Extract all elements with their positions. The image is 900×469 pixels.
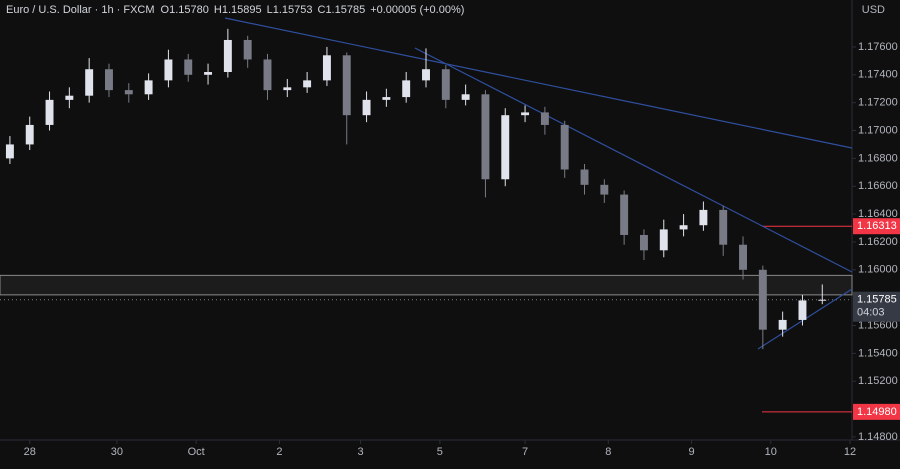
y-tick-label: 1.17200 [858, 97, 898, 109]
ohlc-label: C [317, 4, 325, 16]
candle-body [402, 80, 411, 98]
x-tick-label: 2 [276, 446, 282, 458]
y-tick-label: 1.16800 [858, 152, 898, 164]
countdown: 04:03 [857, 307, 885, 319]
candles [5, 28, 827, 350]
ohlc-label: L [267, 4, 273, 16]
ohlc-value: 1.15753 [273, 4, 313, 16]
candle-body [283, 87, 292, 91]
candle-body [204, 72, 213, 75]
candle-body [659, 229, 668, 251]
ohlc-value: 1.15785 [325, 4, 365, 16]
candle-body [818, 299, 827, 301]
candle-body [501, 115, 510, 180]
candle-body [620, 194, 629, 235]
trend-line [414, 47, 853, 273]
x-tick-label: 5 [437, 446, 443, 458]
candle-body [303, 80, 312, 88]
x-tick-label: 28 [24, 446, 36, 458]
candle-body [778, 319, 787, 330]
x-tick-label: 7 [522, 446, 528, 458]
candle-body [639, 234, 648, 251]
candle-body [699, 209, 708, 226]
candle-body [758, 269, 767, 330]
y-tick-label: 1.16200 [858, 236, 898, 248]
candle-body [481, 94, 490, 180]
candle-body [105, 69, 113, 91]
candle-body [422, 69, 430, 81]
candle-body [521, 112, 530, 116]
last-price-box [853, 291, 900, 322]
y-tick-label: 1.16000 [858, 264, 898, 276]
x-tick-label: 9 [688, 446, 694, 458]
ohlc-value: 1.15780 [169, 4, 209, 16]
price-label: 1.16313 [857, 220, 897, 232]
ohlc-label: O [161, 4, 170, 16]
candle-body [679, 225, 688, 230]
ohlc-value: 1.15895 [222, 4, 262, 16]
y-tick-label: 1.17600 [858, 41, 898, 53]
y-tick-label: 1.15600 [858, 319, 898, 331]
x-tick-label: Oct [188, 446, 205, 458]
x-tick-label: 3 [358, 446, 364, 458]
x-tick-label: 12 [844, 446, 856, 458]
chart-title: Euro / U.S. Dollar · 1h · FXCM [6, 4, 155, 16]
candle-body [45, 99, 54, 125]
y-tick-label: 1.17000 [858, 124, 898, 136]
candle-body [342, 55, 351, 116]
candle-body [322, 55, 331, 81]
x-tick-label: 10 [765, 446, 777, 458]
candle-body [441, 69, 450, 100]
candle-body [65, 95, 74, 100]
y-tick-label: 1.16600 [858, 180, 898, 192]
trend-line [224, 17, 853, 149]
zone [0, 274, 853, 296]
candle-body [164, 59, 173, 81]
y-tick-label: 1.15200 [858, 375, 898, 387]
candle-body [560, 124, 569, 170]
candle-body [223, 39, 232, 73]
candle-body [739, 244, 747, 270]
ohlc-label: H [214, 4, 222, 16]
y-tick-label: 1.16400 [858, 208, 898, 220]
candle-body [382, 97, 391, 100]
price-label: 1.14980 [857, 406, 897, 418]
candle-body [580, 169, 589, 185]
x-tick-label: 8 [605, 446, 611, 458]
candle-body [263, 59, 272, 91]
candle-body [25, 124, 34, 145]
price-label-box [853, 403, 900, 420]
labels: 1.17600 1.17400 1.17200 1.17000 1.16800 1.166… [24, 41, 900, 458]
candle-body [144, 80, 153, 95]
candle-body [362, 99, 371, 116]
y-tick-label: 1.14800 [858, 431, 898, 443]
change: +0.00005 (+0.00%) [370, 4, 464, 16]
candle-body [184, 59, 193, 75]
last-price-label: 1.15785 [857, 294, 897, 306]
candle-body [540, 112, 549, 125]
y-tick-label: 1.15400 [858, 347, 898, 359]
candle-body [600, 184, 609, 195]
currency[interactable]: USD [862, 4, 885, 16]
candle-body [85, 69, 94, 96]
candle-body [798, 300, 807, 320]
grid [0, 46, 856, 444]
candle-body [5, 144, 14, 159]
y-tick-label: 1.17400 [858, 69, 898, 81]
x-tick-label: 30 [111, 446, 123, 458]
candle-body [719, 209, 728, 245]
candle-body [124, 90, 133, 95]
candle-body [243, 39, 252, 60]
price-label-box [853, 218, 900, 235]
candle-body [461, 94, 470, 100]
